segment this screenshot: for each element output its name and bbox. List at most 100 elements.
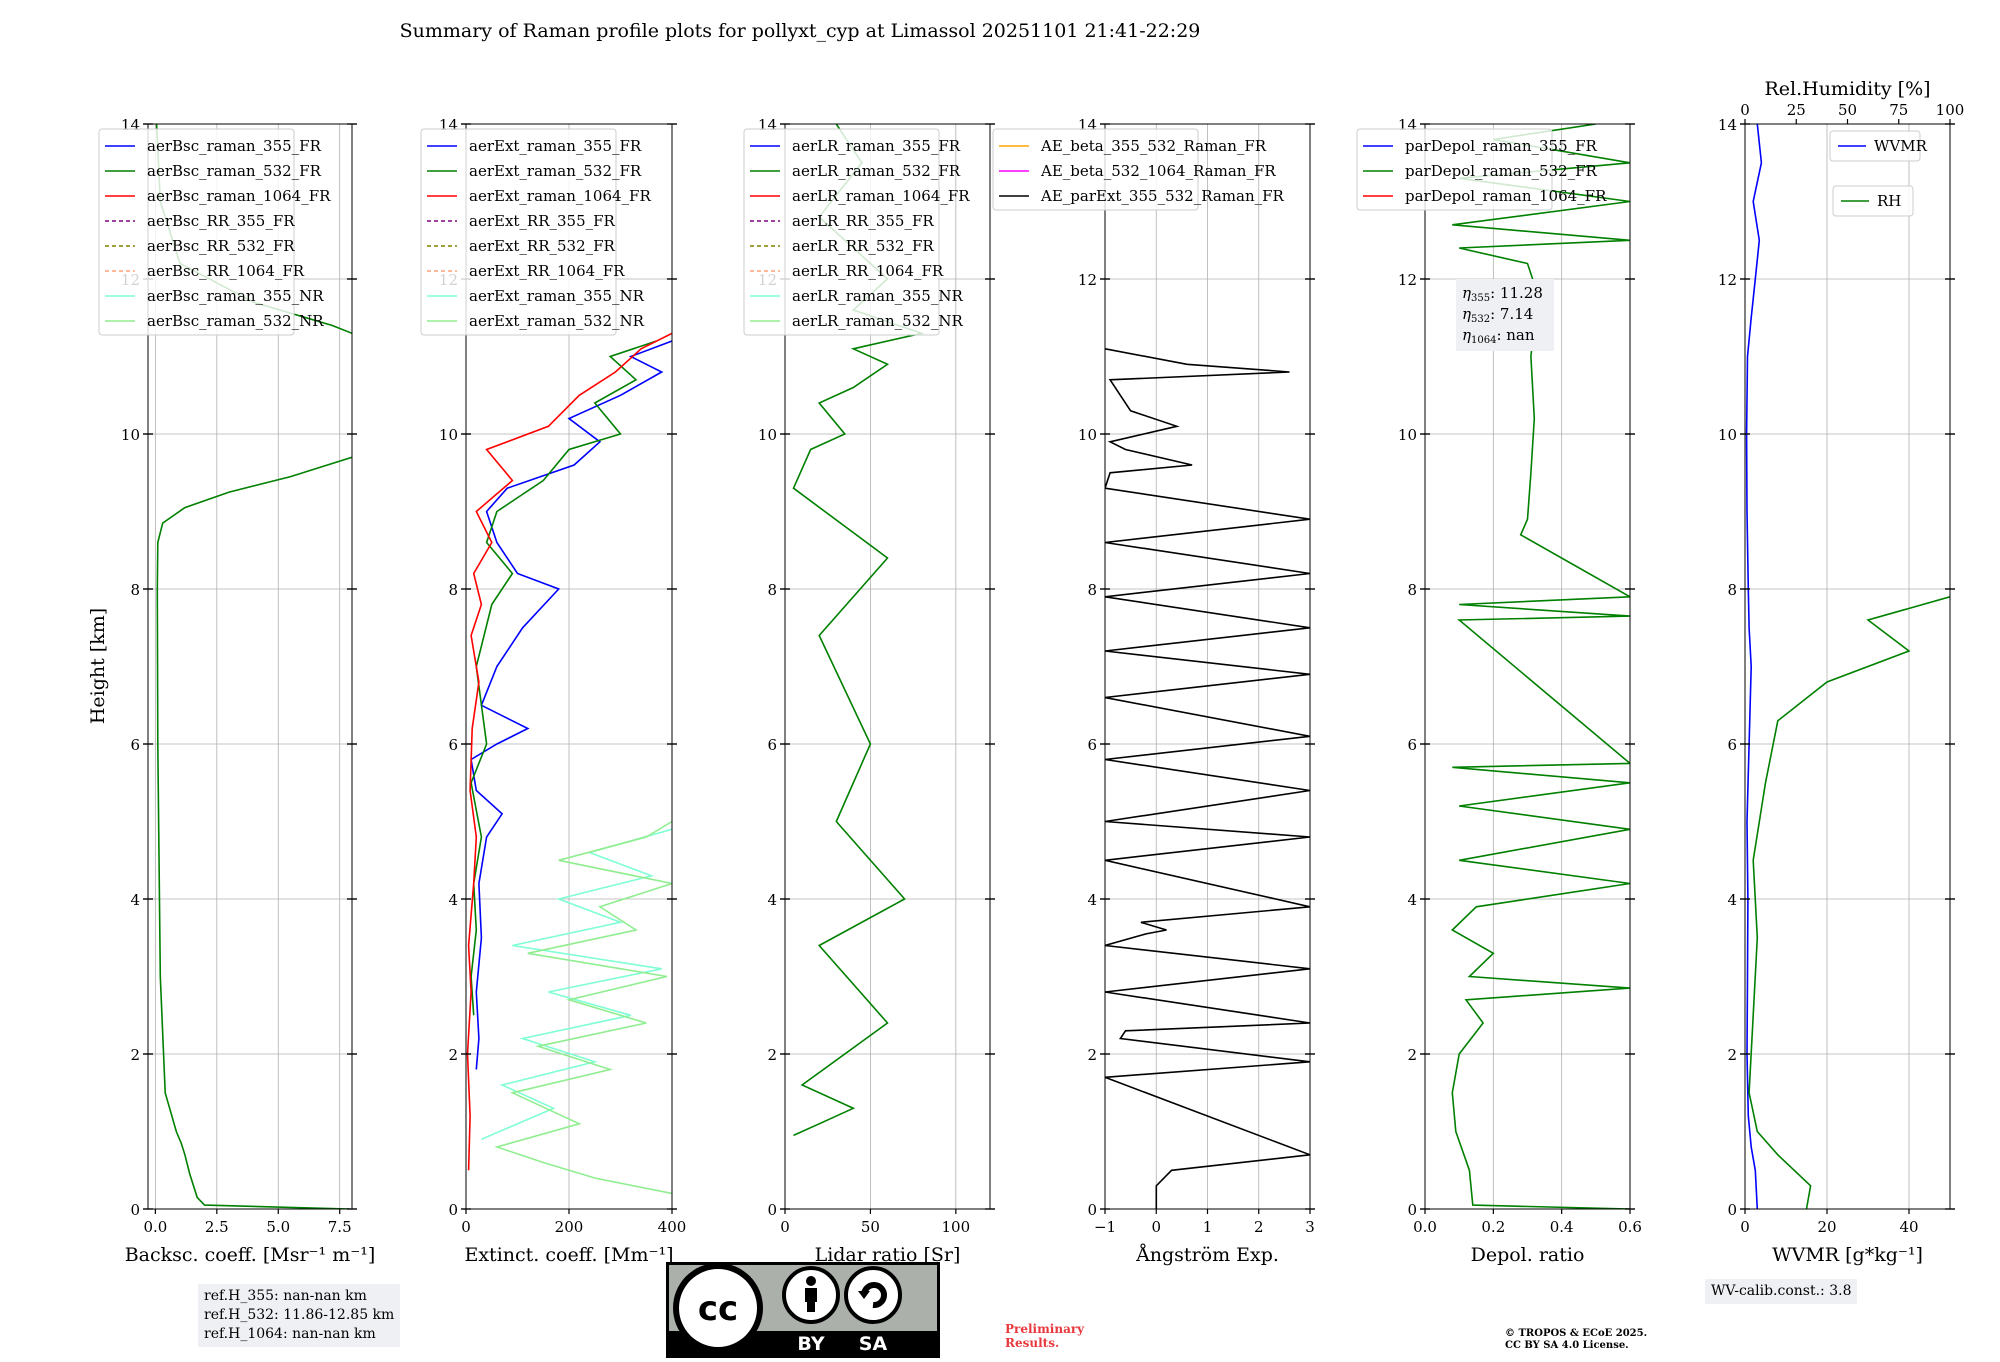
x-tick-label: 0 <box>780 1218 790 1236</box>
eta-symbol: η <box>1462 326 1471 344</box>
x-axis: −1 0 1 2 3 Ångström Exp. <box>1094 1209 1315 1266</box>
ref-height-1064: ref.H_1064: nan-nan km <box>204 1326 376 1342</box>
top-x-tick-label: 75 <box>1889 101 1908 119</box>
legend-angstrom: AE_beta_355_532_Raman_FR AE_beta_532_1064… <box>992 128 1285 211</box>
y-tick-label: 6 <box>448 736 458 754</box>
top-x-axis-label: Rel.Humidity [%] <box>1764 78 1930 100</box>
series-AE_parExt_355_532_Raman_FR <box>1105 348 1310 1209</box>
legend-label: aerBsc_RR_1064_FR <box>147 262 305 280</box>
legend-box <box>1356 128 1553 211</box>
x-axis: 0.0 0.2 0.4 0.6 Depol. ratio <box>1413 1209 1642 1266</box>
legend-depolarization: parDepol_raman_355_FR parDepol_raman_532_… <box>1356 128 1607 211</box>
x-axis-label: Lidar ratio [Sr] <box>815 1244 961 1266</box>
y-tick-label: 6 <box>130 736 140 754</box>
ref-height-532: ref.H_532: 11.86-12.85 km <box>204 1307 395 1323</box>
x-axis: 0 50 100 Lidar ratio [Sr] <box>780 1209 970 1266</box>
legend-water_vapor: WVMR RH <box>1829 130 1928 217</box>
legend-label: aerExt_raman_532_FR <box>469 162 642 180</box>
y-tick-label: 12 <box>1718 271 1737 289</box>
series-RH <box>1748 595 1950 1209</box>
cc-sa-text: SA <box>859 1333 888 1355</box>
y-tick-label: 8 <box>1407 581 1417 599</box>
series-group <box>466 332 672 1195</box>
copyright-line-2: CC BY SA 4.0 License. <box>1505 1340 1629 1351</box>
y-tick-label: 0 <box>130 1201 140 1219</box>
legend-label: parDepol_raman_532_FR <box>1405 162 1598 180</box>
y-tick-label: 6 <box>1727 736 1737 754</box>
legend-label: aerExt_RR_355_FR <box>469 212 616 230</box>
y-tick-label: 2 <box>767 1046 777 1064</box>
y-tick-label: 10 <box>1078 426 1097 444</box>
legend-box <box>420 128 617 336</box>
series-group <box>1105 348 1310 1209</box>
y-tick-label: 10 <box>758 426 777 444</box>
y-tick-label: 4 <box>1407 891 1417 909</box>
series-aerExt_raman_355_NR <box>481 828 672 1141</box>
figure-title: Summary of Raman profile plots for polly… <box>399 20 1201 42</box>
legend-label-rh: RH <box>1877 192 1901 210</box>
reference-heights-box: ref.H_355: nan-nan km ref.H_532: 11.86-1… <box>198 1284 401 1347</box>
y-tick-label: 8 <box>130 581 140 599</box>
y-tick-label: 8 <box>1727 581 1737 599</box>
y-tick-label: 4 <box>767 891 777 909</box>
eta-subscript: 1064 <box>1471 335 1496 346</box>
y-tick-label: 10 <box>1718 426 1737 444</box>
copyright-note: © TROPOS & ECoE 2025. CC BY SA 4.0 Licen… <box>1505 1328 1647 1352</box>
x-tick-label: 0 <box>1151 1218 1161 1236</box>
axes-frame <box>784 123 991 1210</box>
y-tick-label: 2 <box>1087 1046 1097 1064</box>
series-aerExt_raman_532_FR <box>470 340 657 1016</box>
legend-label: aerLR_raman_1064_FR <box>792 187 970 205</box>
y-tick-label: 6 <box>1087 736 1097 754</box>
grid-angstrom <box>1104 123 1311 1210</box>
y-tick-label: 10 <box>439 426 458 444</box>
top-x-axis: 0 25 50 75 100 Rel.Humidity [%] <box>1740 78 1964 124</box>
x-tick-label: 0 <box>461 1218 471 1236</box>
x-tick-label: 0.4 <box>1550 1218 1574 1236</box>
series-group <box>1745 124 1950 1209</box>
legend-label: aerLR_RR_532_FR <box>792 237 934 255</box>
y-tick-label: 0 <box>448 1201 458 1219</box>
eta-box <box>1456 279 1554 351</box>
grid-water_vapor <box>1744 123 1950 1210</box>
preliminary-line-2: Results. <box>1005 1336 1060 1350</box>
x-tick-label: 3 <box>1305 1218 1315 1236</box>
wv-calibration-text: WV-calib.const.: 3.8 <box>1711 1283 1852 1299</box>
legend-label: aerLR_RR_1064_FR <box>792 262 944 280</box>
x-tick-label: 0.0 <box>1413 1218 1437 1236</box>
y-tick-label: 4 <box>448 891 458 909</box>
copyright-line-1: © TROPOS & ECoE 2025. <box>1505 1328 1648 1339</box>
legend-box <box>1829 130 1921 162</box>
y-tick-label: 0 <box>1727 1201 1737 1219</box>
eta-subscript: 532 <box>1471 314 1490 325</box>
x-tick-label: −1 <box>1094 1218 1116 1236</box>
legend-label: aerBsc_RR_532_FR <box>147 237 295 255</box>
y-tick-label: 0 <box>1407 1201 1417 1219</box>
eta-symbol: η <box>1462 305 1471 323</box>
ref-height-355: ref.H_355: nan-nan km <box>204 1288 367 1304</box>
top-x-tick-label: 50 <box>1838 101 1857 119</box>
eta-line: η532: 7.14 <box>1462 305 1533 325</box>
x-axis-label: Extinct. coeff. [Mm⁻¹] <box>464 1244 673 1266</box>
preliminary-results-note: Preliminary Results. <box>1005 1322 1084 1350</box>
y-tick-label: 10 <box>121 426 140 444</box>
y-axis-label: Height [km] <box>87 608 109 724</box>
wv-calibration-box: WV-calib.const.: 3.8 <box>1705 1279 1858 1304</box>
legend-label: AE_beta_532_1064_Raman_FR <box>1040 162 1276 180</box>
legend-label: aerBsc_raman_1064_FR <box>147 187 331 205</box>
y-tick-label: 2 <box>1727 1046 1737 1064</box>
x-tick-label: 40 <box>1899 1218 1918 1236</box>
legend-label: aerExt_RR_1064_FR <box>469 262 625 280</box>
axes-frame <box>1744 123 1951 1210</box>
eta-value: : 7.14 <box>1490 305 1533 323</box>
axes-frame <box>1424 123 1631 1210</box>
x-axis-label: Backsc. coeff. [Msr⁻¹ m⁻¹] <box>125 1244 376 1266</box>
y-tick-label: 10 <box>1398 426 1417 444</box>
x-axis-label: Depol. ratio <box>1471 1244 1585 1266</box>
legend-label: aerBsc_raman_532_FR <box>147 162 322 180</box>
panel-extinction: 024681012140200400Extinct. coeff. [Mm⁻¹]… <box>420 116 686 1266</box>
